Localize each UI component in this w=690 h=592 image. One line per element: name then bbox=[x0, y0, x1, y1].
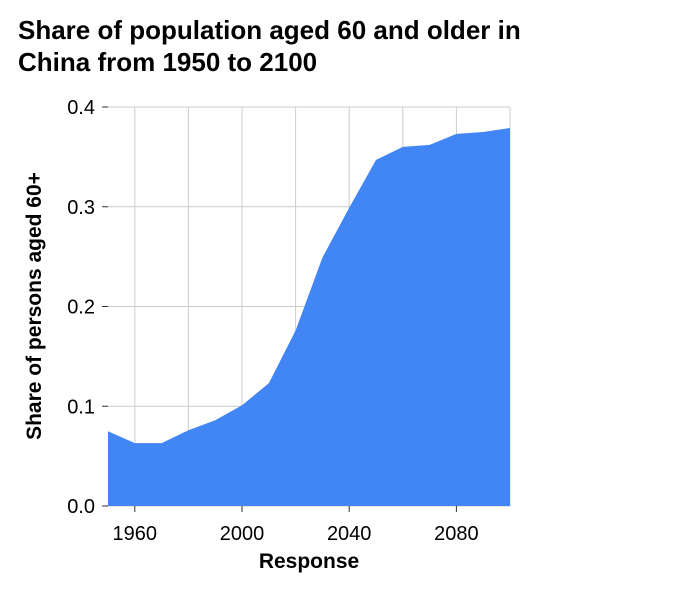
y-tick-label-3: 0.3 bbox=[67, 197, 95, 219]
x-tick-label-3: 2080 bbox=[434, 523, 479, 545]
area-series bbox=[108, 127, 510, 506]
chart-title-line-2: China from 1950 to 2100 bbox=[18, 47, 318, 77]
x-tick-label-1: 2000 bbox=[220, 523, 265, 545]
x-axis-title: Response bbox=[259, 550, 359, 573]
chart-title: Share of population aged 60 and older in… bbox=[18, 14, 683, 78]
y-tick-label-4: 0.4 bbox=[67, 97, 95, 119]
x-tick-label-0: 1960 bbox=[113, 523, 158, 545]
chart-title-line-1: Share of population aged 60 and older in bbox=[18, 15, 521, 45]
area-series-0-fill bbox=[108, 127, 510, 506]
x-tick-label-2: 2040 bbox=[327, 523, 372, 545]
axis-ticks bbox=[102, 106, 457, 512]
y-tick-label-2: 0.2 bbox=[67, 297, 95, 319]
tick-labels: 1960 2000 2040 2080 0.0 0.1 0.2 0.3 0.4 bbox=[67, 97, 478, 545]
y-axis-title: Share of persons aged 60+ bbox=[23, 172, 46, 440]
y-tick-label-0: 0.0 bbox=[67, 496, 95, 518]
y-tick-label-1: 0.1 bbox=[67, 396, 95, 418]
